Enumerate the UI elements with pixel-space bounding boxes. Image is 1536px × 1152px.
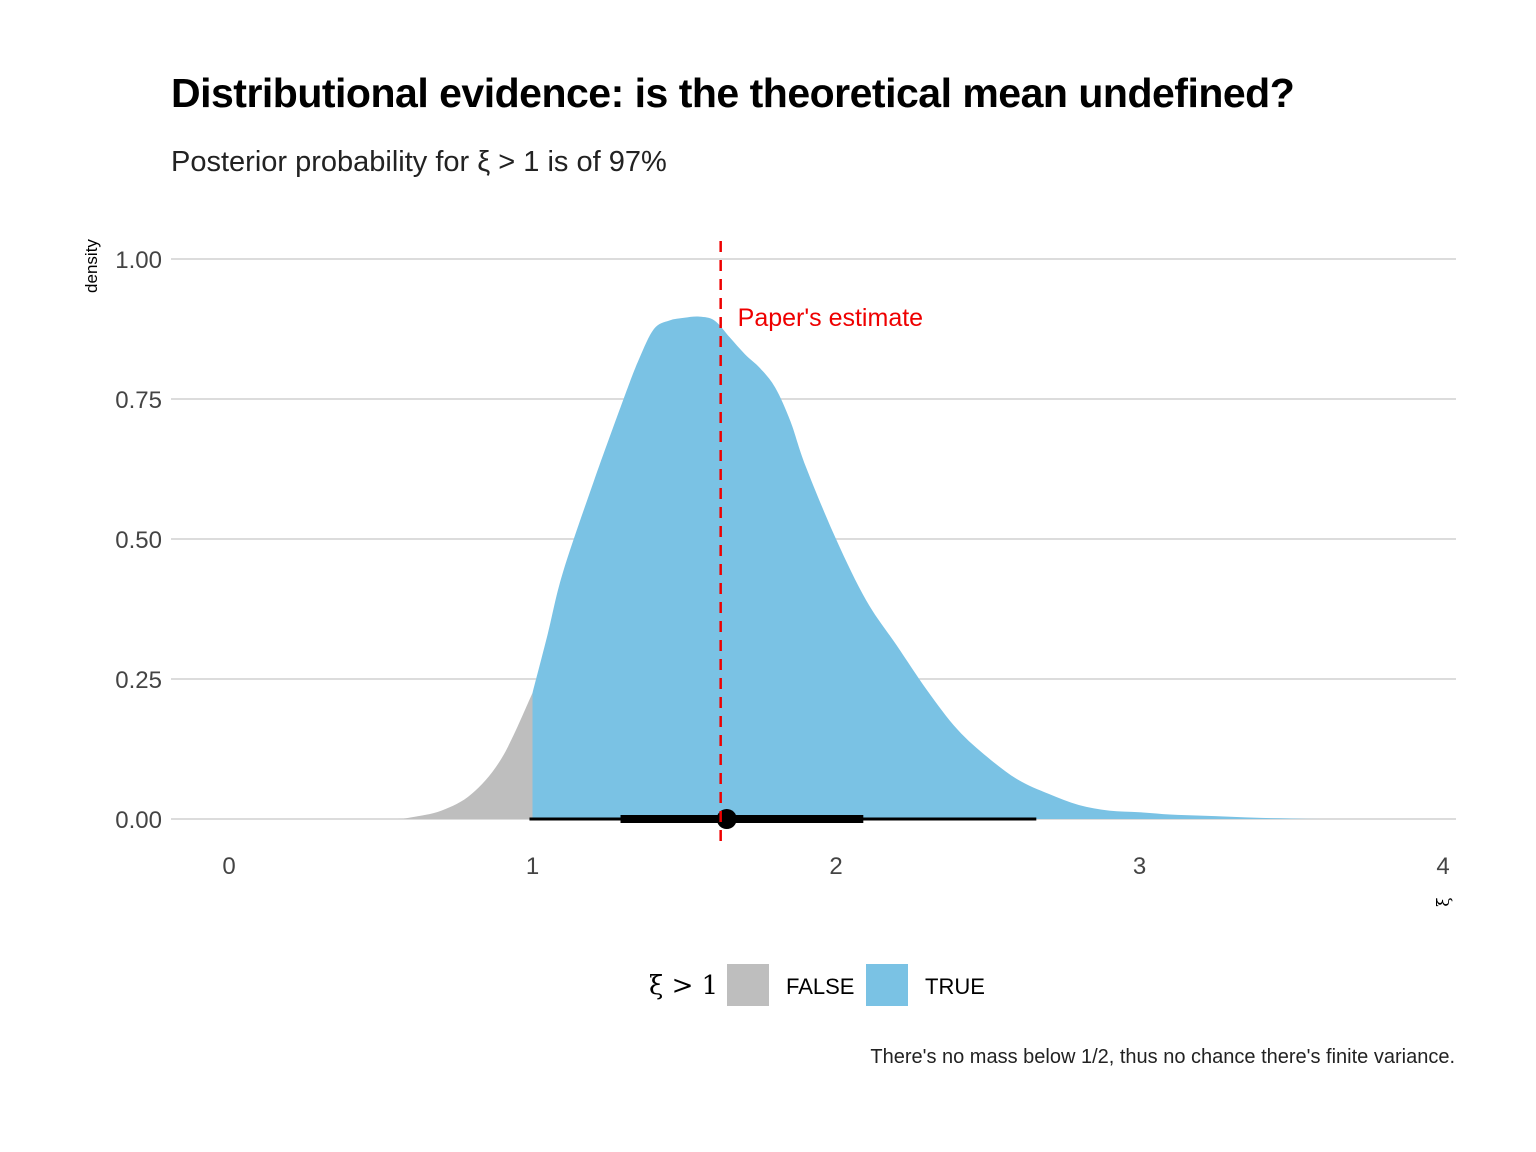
- x-tick-label: 4: [1436, 853, 1449, 880]
- axis-ticks: 0.00 0.25 0.50 0.75 1.00 0 1 2 3 4: [115, 247, 1449, 880]
- x-tick-label: 2: [829, 853, 842, 880]
- chart-caption: There's no mass below 1/2, thus no chanc…: [870, 1046, 1455, 1068]
- density-area-true: [532, 316, 1383, 820]
- y-tick-label: 1.00: [115, 247, 162, 274]
- legend-key-false: [727, 964, 769, 1006]
- legend-title: ξ > 1: [649, 971, 718, 1001]
- chart-subtitle: Posterior probability for ξ > 1 is of 97…: [171, 146, 667, 178]
- legend-key-true: [866, 964, 908, 1006]
- reference-line-group: Paper's estimate: [719, 241, 923, 848]
- x-tick-label: 0: [222, 853, 235, 880]
- y-tick-label: 0.50: [115, 527, 162, 554]
- y-tick-label: 0.00: [115, 807, 162, 834]
- density-areas: [395, 316, 1383, 820]
- x-axis-title: ξ: [1434, 897, 1454, 906]
- reference-line-label: Paper's estimate: [738, 304, 923, 332]
- x-tick-label: 3: [1133, 853, 1146, 880]
- legend: ξ > 1 FALSE TRUE: [649, 964, 985, 1006]
- density-area-false: [395, 693, 533, 819]
- legend-label-true: TRUE: [925, 974, 985, 999]
- y-tick-label: 0.75: [115, 387, 162, 414]
- y-axis-title: density: [82, 239, 101, 293]
- x-tick-label: 1: [526, 853, 539, 880]
- y-tick-label: 0.25: [115, 667, 162, 694]
- legend-label-false: FALSE: [786, 974, 854, 999]
- chart-title: Distributional evidence: is the theoreti…: [171, 70, 1295, 116]
